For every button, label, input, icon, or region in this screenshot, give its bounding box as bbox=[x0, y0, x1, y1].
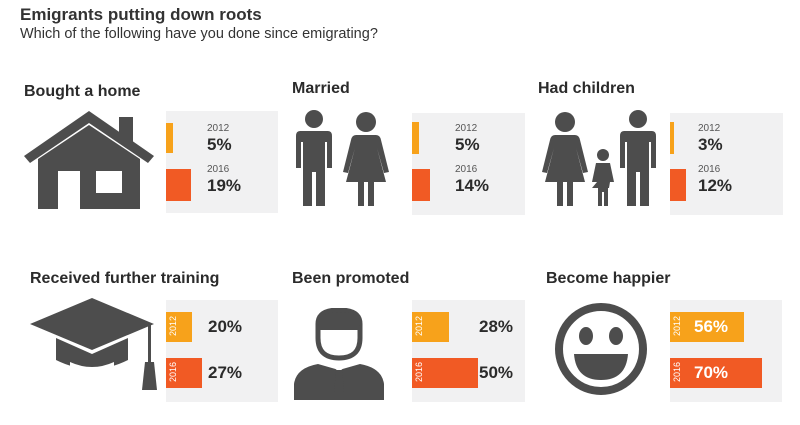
panel-become-happier: Become happier 2012 2016 56% 70% bbox=[546, 270, 786, 405]
year-label-2016: 2016 bbox=[207, 164, 230, 175]
family-icon bbox=[542, 110, 656, 206]
bar-2016 bbox=[412, 358, 478, 388]
year-label-2012: 2012 bbox=[207, 123, 230, 134]
bar-2012 bbox=[670, 122, 674, 154]
panel-been-promoted: Been promoted 2012 2016 28% 50% bbox=[292, 270, 527, 405]
value-2016: 70% bbox=[694, 363, 729, 382]
year-label-2016: 2016 bbox=[672, 361, 683, 383]
bar-2012 bbox=[412, 122, 419, 154]
panel-married: Married 2012 5% 2016 14% bbox=[292, 80, 527, 215]
panel-received-further-training: Received further training 2012 2016 20% … bbox=[30, 270, 280, 405]
bar-2012 bbox=[166, 312, 192, 342]
chart-subtitle: Which of the following have you done sin… bbox=[20, 26, 378, 42]
year-label-2012: 2012 bbox=[698, 123, 721, 134]
bar-2012 bbox=[670, 312, 744, 342]
panel-title: Been promoted bbox=[292, 270, 410, 287]
bar-2016 bbox=[412, 169, 430, 201]
panel-title: Bought a home bbox=[24, 83, 141, 100]
value-2016: 27% bbox=[208, 363, 243, 382]
year-label-2012: 2012 bbox=[168, 315, 179, 337]
smiley-icon bbox=[555, 303, 647, 395]
value-2012: 56% bbox=[694, 317, 729, 336]
bar-2016 bbox=[166, 169, 191, 201]
value-2012: 3% bbox=[698, 135, 723, 154]
panel-title: Received further training bbox=[30, 270, 220, 287]
value-2012: 5% bbox=[455, 135, 480, 154]
bar-2016 bbox=[670, 169, 686, 201]
value-2016: 19% bbox=[207, 176, 242, 195]
year-label-2012: 2012 bbox=[455, 123, 478, 134]
bar-2012 bbox=[166, 123, 173, 153]
bar-2016 bbox=[670, 358, 762, 388]
graduation-cap-icon bbox=[30, 298, 157, 390]
panel-bought-a-home: Bought a home 2012 5% 2016 19% bbox=[24, 83, 279, 218]
value-2012: 28% bbox=[479, 317, 514, 336]
year-label-2016: 2016 bbox=[168, 361, 179, 383]
bar-2012 bbox=[412, 312, 449, 342]
chart-title: Emigrants putting down roots bbox=[20, 5, 262, 24]
year-label-2016: 2016 bbox=[698, 164, 721, 175]
value-2012: 20% bbox=[208, 317, 243, 336]
bar-2016 bbox=[166, 358, 202, 388]
value-2012: 5% bbox=[207, 135, 232, 154]
value-2016: 14% bbox=[455, 176, 490, 195]
panel-title: Married bbox=[292, 80, 350, 97]
year-label-2016: 2016 bbox=[414, 361, 425, 383]
businessman-icon bbox=[294, 308, 384, 400]
value-2016: 50% bbox=[479, 363, 514, 382]
house-icon bbox=[24, 111, 154, 209]
panel-bar-box bbox=[412, 113, 525, 215]
year-label-2016: 2016 bbox=[455, 164, 478, 175]
panel-bar-box bbox=[670, 113, 783, 215]
year-label-2012: 2012 bbox=[414, 315, 425, 337]
panel-had-children: Had children 2012 3% 2016 12% bbox=[538, 80, 783, 215]
panel-title: Had children bbox=[538, 80, 635, 97]
couple-icon bbox=[296, 110, 389, 206]
year-label-2012: 2012 bbox=[672, 315, 683, 337]
panel-title: Become happier bbox=[546, 270, 671, 287]
value-2016: 12% bbox=[698, 176, 733, 195]
